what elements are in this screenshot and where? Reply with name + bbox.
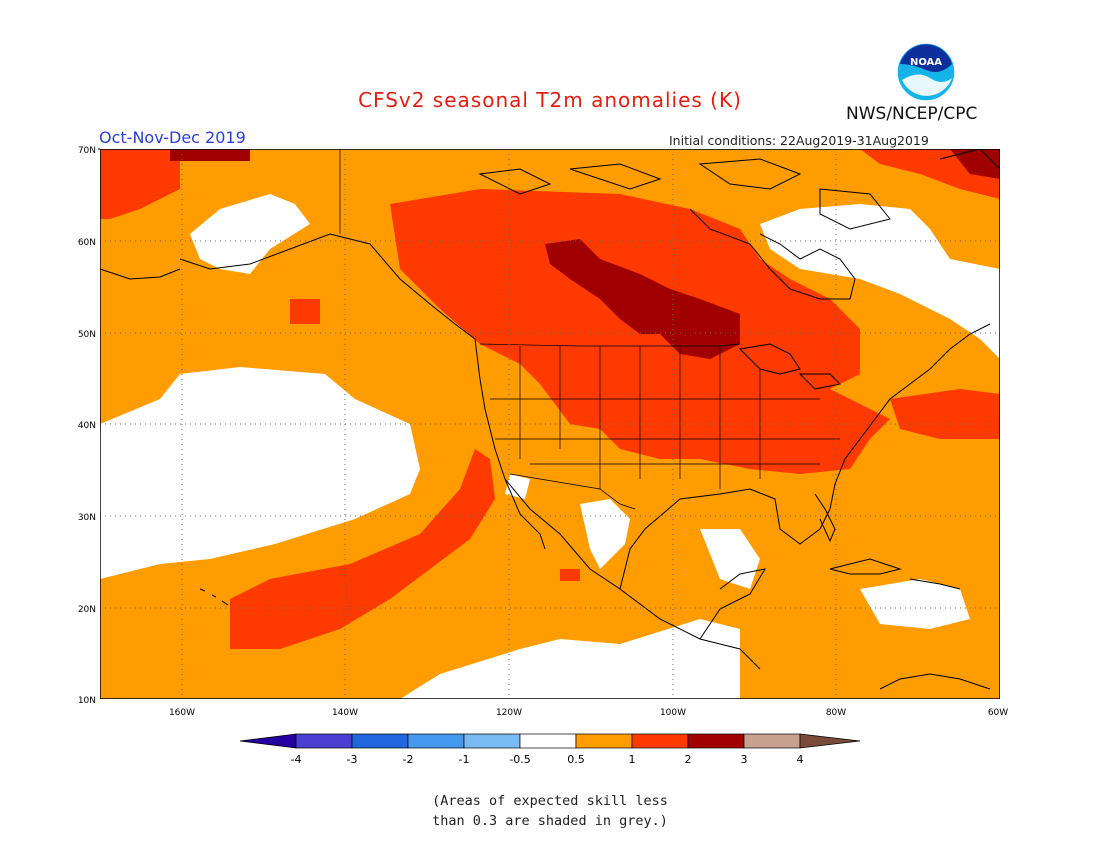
political-borders [339,149,840,510]
colorbar-arrow-right [799,733,861,749]
lon-tick-label: 140W [332,708,358,718]
colorbar-label: 1 [629,753,636,766]
lat-tick-label: 40N [78,421,96,431]
lon-tick-label: 80W [826,708,846,718]
lat-tick-label: 60N [78,238,96,248]
colorbar-label: -3 [347,753,358,766]
season-label: Oct-Nov-Dec 2019 [99,128,246,147]
colorbar-label: -1 [459,753,470,766]
colorbar-swatch [743,733,801,749]
lat-tick-label: 30N [78,513,96,523]
anomaly-white-regions [100,194,1000,699]
skill-note-line: than 0.3 are shaded in grey.) [432,813,668,829]
noaa-logo: NOAA [896,42,956,102]
colorbar-label: -0.5 [509,753,530,766]
colorbar-label: 3 [741,753,748,766]
colorbar-label: 0.5 [567,753,585,766]
colorbar-swatch [631,733,689,749]
colorbar-swatch [687,733,745,749]
chart-title: CFSv2 seasonal T2m anomalies (K) [358,88,742,112]
lat-tick-label: 10N [78,696,96,706]
skill-note-line: (Areas of expected skill less [432,793,668,809]
colorbar-swatch [519,733,577,749]
colorbar-arrow-left [240,733,297,749]
colorbar-label: 4 [797,753,804,766]
colorbar-label: -4 [291,753,302,766]
lat-tick-label: 20N [78,605,96,615]
longitude-axis: 160W 140W 120W 100W 80W 60W [169,708,1008,718]
noaa-logo-text: NOAA [910,57,942,68]
lon-tick-label: 100W [660,708,686,718]
colorbar-swatch [407,733,465,749]
colorbar-swatch [351,733,409,749]
lon-tick-label: 120W [496,708,522,718]
lat-tick-label: 70N [78,146,96,156]
initial-conditions-label: Initial conditions: 22Aug2019-31Aug2019 [669,133,929,148]
latitude-axis: 70N 60N 50N 40N 30N 20N 10N [78,146,100,706]
colorbar-label: -2 [403,753,414,766]
lat-tick-label: 50N [78,330,96,340]
lon-tick-label: 160W [169,708,195,718]
temperature-anomaly-map [100,149,1000,699]
lon-tick-label: 60W [988,708,1008,718]
colorbar-swatch [295,733,353,749]
agency-label: NWS/NCEP/CPC [846,104,978,124]
skill-note: (Areas of expected skill less than 0.3 a… [0,791,1100,831]
graticule [100,149,1000,699]
colorbar: -4 -3 -2 -1 -0.5 0.5 1 2 3 4 [240,733,861,766]
colorbar-swatch [463,733,521,749]
colorbar-label: 2 [685,753,692,766]
colorbar-swatch [575,733,633,749]
